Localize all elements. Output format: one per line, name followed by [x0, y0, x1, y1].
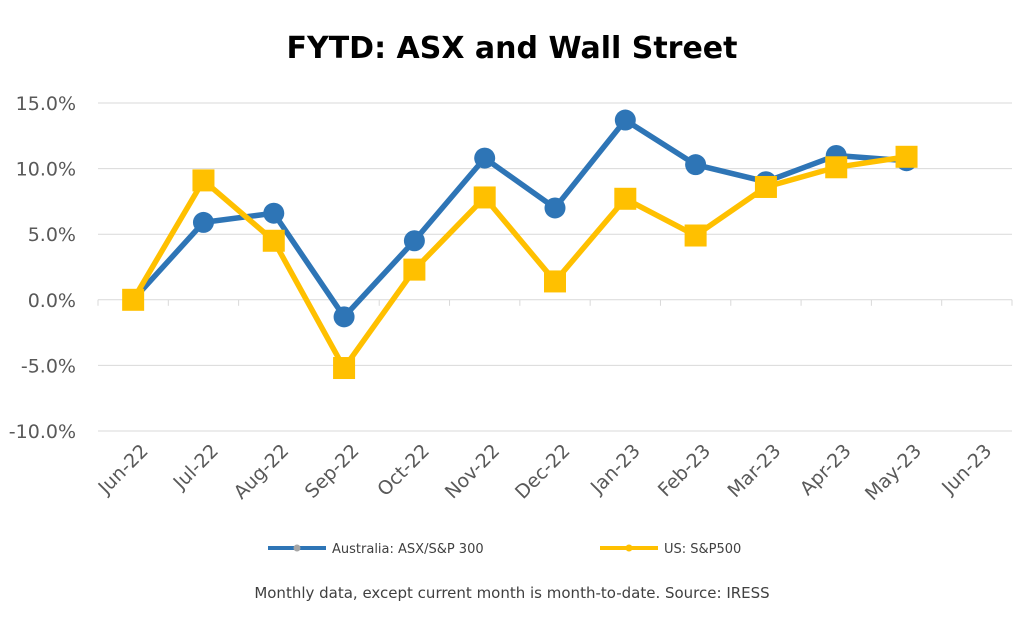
chart-title: FYTD: ASX and Wall Street [287, 31, 738, 66]
x-tick-label: Sep-22 [301, 440, 364, 503]
data-point [544, 197, 566, 219]
series-australia [122, 109, 918, 328]
data-point [614, 187, 637, 210]
gridlines [97, 102, 1013, 432]
data-point [263, 202, 285, 224]
data-point [474, 147, 496, 169]
x-axis-ticks: Jun-22 Jul-22 Aug-22 Sep-22 Oct-22 Nov-22 Dec-… [93, 440, 996, 505]
data-point [333, 357, 356, 380]
series-layer [122, 109, 918, 380]
data-point [333, 306, 355, 328]
legend-label: US: S&P500 [664, 542, 741, 557]
data-point [754, 175, 777, 198]
data-point [473, 186, 496, 209]
x-tick-label: Nov-22 [441, 440, 504, 503]
series-line [130, 154, 907, 371]
data-point [192, 211, 214, 233]
x-tick-label: Apr-23 [796, 440, 856, 500]
x-tick-label: Dec-22 [511, 440, 575, 504]
x-tick-label: Jul-22 [169, 440, 223, 494]
data-point [122, 288, 145, 311]
data-point [192, 169, 215, 192]
x-tick-label: May-23 [861, 440, 926, 505]
legend-marker [293, 544, 301, 552]
legend-item: Australia: ASX/S&P 300 [268, 542, 484, 557]
series-us [122, 145, 918, 380]
y-axis-ticks: 15.0% 10.0% 5.0% 0.0% -5.0% -10.0% [9, 93, 76, 443]
data-point [895, 145, 918, 168]
y-tick-label: -10.0% [9, 421, 76, 443]
x-tick-label: Aug-22 [230, 440, 294, 504]
series-line [131, 117, 907, 320]
y-tick-label: 0.0% [28, 290, 76, 312]
y-tick-label: -5.0% [21, 355, 76, 377]
data-point [685, 154, 707, 176]
data-point [684, 224, 707, 247]
data-point [262, 229, 285, 252]
legend: Australia: ASX/S&P 300 US: S&P500 [268, 542, 741, 557]
x-tick-label: Feb-23 [654, 440, 715, 501]
x-tick-label: Jan-23 [586, 440, 645, 499]
x-tick-label: Oct-22 [373, 440, 434, 501]
data-point [825, 156, 848, 179]
x-tick-label: Jun-23 [937, 440, 996, 499]
y-tick-label: 10.0% [16, 159, 76, 181]
x-tick-label: Jun-22 [93, 440, 152, 499]
data-point [403, 230, 425, 252]
legend-item: US: S&P500 [600, 542, 741, 557]
data-point [544, 270, 566, 293]
legend-marker [625, 544, 633, 552]
data-point [403, 258, 426, 281]
y-tick-label: 15.0% [16, 93, 76, 115]
y-tick-label: 5.0% [28, 224, 76, 246]
legend-label: Australia: ASX/S&P 300 [332, 542, 484, 557]
data-point [614, 109, 636, 131]
chart-footnote: Monthly data, except current month is mo… [254, 584, 769, 602]
x-tick-label: Mar-23 [723, 440, 785, 502]
